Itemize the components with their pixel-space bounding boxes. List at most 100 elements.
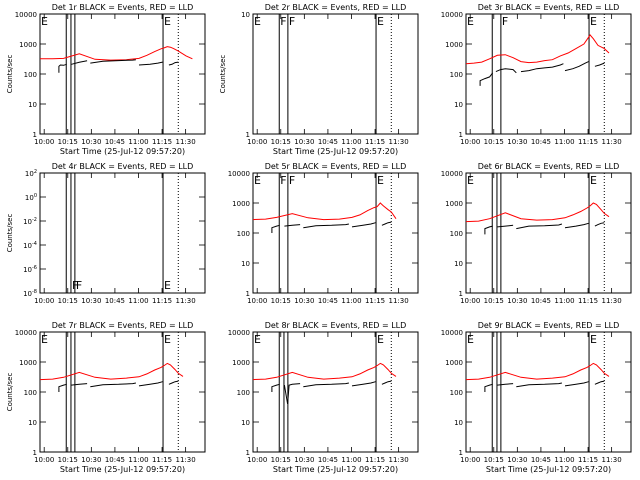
y-tick-label: 1 [33,131,37,139]
events-series-line [168,61,179,66]
events-series-line [90,382,136,388]
events-series-line [283,383,301,404]
marker-label: E [467,333,474,346]
y-tick-label: 10 [454,260,463,268]
y-tick-label: 1 [459,290,463,298]
y-tick-label: 1 [33,449,37,457]
y-tick-label: 100 [450,71,463,79]
x-tick-label: 11:00 [128,456,148,464]
marker-label: E [254,333,261,346]
panel-title: Det 5r BLACK = Events, RED = LLD [265,162,407,171]
panel-title: Det 2r BLACK = Events, RED = LLD [265,3,407,12]
x-tick-label: 11:00 [128,297,148,305]
events-series-line [381,221,392,226]
x-tick-label: 10:15 [58,456,78,464]
x-tick-label: 11:30 [176,456,196,464]
marker-label: E [164,333,171,346]
y-tick-label: 1000 [232,200,250,208]
events-series-line [303,223,349,229]
x-tick-label: 10:15 [271,297,291,305]
marker-label: E [377,333,384,346]
y-tick-label: 10 [454,419,463,427]
detector-panel-5: Det 5r BLACK = Events, RED = LLD 10:00 10:… [228,162,419,305]
x-tick-label: 11:00 [554,456,574,464]
detector-panel-9: Det 9r BLACK = Events, RED = LLD 10:00 10:… [441,321,632,474]
x-tick-label: 10:45 [531,456,551,464]
plot-frame [39,13,206,135]
marker-label: E [164,279,171,292]
marker-label: E [41,333,48,346]
x-tick-label: 11:15 [152,138,172,146]
x-tick-label: 10:00 [460,456,480,464]
detector-panel-4: Det 4r BLACK = Events, RED = LLD 10:00 10:… [6,162,206,305]
y-tick-label: 1000 [19,41,37,49]
lld-series-line [39,362,184,381]
events-series-line [381,380,392,385]
y-tick-label: 10 [241,11,250,19]
x-tick-label: 11:00 [341,138,361,146]
lld-series-line [465,362,610,381]
x-axis-label: Start Time (25-Jul-12 09:57:20) [60,147,185,156]
x-tick-label: 10:15 [271,138,291,146]
y-tick-label: 10-2 [23,217,37,226]
x-axis-label: Start Time (25-Jul-12 09:57:20) [273,465,398,474]
x-tick-label: 10:45 [105,297,125,305]
y-tick-label: 10 [28,419,37,427]
plot-frame [465,13,632,135]
x-tick-label: 10:00 [460,297,480,305]
lld-series-line [252,202,397,221]
events-series-line [271,383,280,392]
detector-panel-3: Det 3r BLACK = Events, RED = LLD 10:00 10:… [441,3,632,146]
y-tick-label: 10 [28,101,37,109]
marker-label: E [590,174,597,187]
events-series-line [594,222,605,227]
lld-series-line [40,46,193,61]
y-tick-label: 10000 [228,329,250,337]
y-tick-label: 10000 [441,11,463,19]
marker-label: F [76,279,82,292]
events-series-line [594,62,605,67]
x-tick-label: 10:00 [34,456,54,464]
events-series-line [497,224,514,228]
events-series-line [71,60,88,65]
marker-label: E [467,174,474,187]
x-tick-label: 10:00 [34,138,54,146]
detector-panel-7: Det 7r BLACK = Events, RED = LLD 10:00 10:… [6,321,206,474]
x-tick-label: 10:30 [81,138,101,146]
y-tick-label: 10 [454,101,463,109]
x-tick-label: 11:15 [578,138,598,146]
events-series-line [495,68,517,74]
x-axis-label: Start Time (25-Jul-12 09:57:20) [273,147,398,156]
detector-panel-6: Det 6r BLACK = Events, RED = LLD 10:00 10:… [441,162,632,305]
y-tick-label: 10000 [15,329,37,337]
x-tick-label: 11:00 [554,138,574,146]
detector-panel-2: Det 2r BLACK = Events, RED = LLD 10:00 10:… [219,3,419,156]
detector-panel-1: Det 1r BLACK = Events, RED = LLD 10:00 10:… [6,3,206,156]
lld-series-line [465,202,610,223]
lld-series-line [465,34,610,65]
x-tick-label: 10:15 [58,297,78,305]
y-tick-label: 1000 [19,359,37,367]
x-tick-label: 11:15 [578,456,598,464]
y-tick-label: 10000 [228,170,250,178]
events-series-line [58,63,67,73]
y-tick-label: 100 [450,389,463,397]
x-tick-label: 10:00 [460,138,480,146]
y-tick-label: 1000 [232,359,250,367]
events-series-line [516,223,563,230]
panel-title: Det 7r BLACK = Events, RED = LLD [52,321,194,330]
x-tick-label: 11:00 [128,138,148,146]
x-tick-label: 11:30 [389,297,409,305]
x-tick-label: 11:30 [389,138,409,146]
y-axis-label: Counts/sec [6,214,14,253]
events-series-line [303,382,349,388]
x-tick-label: 10:45 [531,138,551,146]
events-series-line [516,382,562,388]
x-tick-label: 11:15 [365,138,385,146]
x-tick-label: 10:45 [105,138,125,146]
plot-frame [39,172,206,294]
x-tick-label: 10:45 [531,297,551,305]
events-series-line [284,224,301,227]
events-series-line [520,63,564,73]
events-series-line [484,383,493,392]
